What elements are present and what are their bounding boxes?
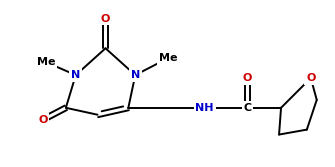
- Text: O: O: [306, 73, 316, 83]
- Text: O: O: [243, 73, 252, 83]
- Text: Me: Me: [37, 57, 55, 67]
- Text: N: N: [131, 70, 140, 80]
- Text: Me: Me: [159, 53, 177, 63]
- Text: C: C: [243, 103, 251, 113]
- Text: O: O: [38, 115, 48, 125]
- Text: O: O: [101, 14, 110, 24]
- Text: NH: NH: [195, 103, 214, 113]
- Text: N: N: [71, 70, 80, 80]
